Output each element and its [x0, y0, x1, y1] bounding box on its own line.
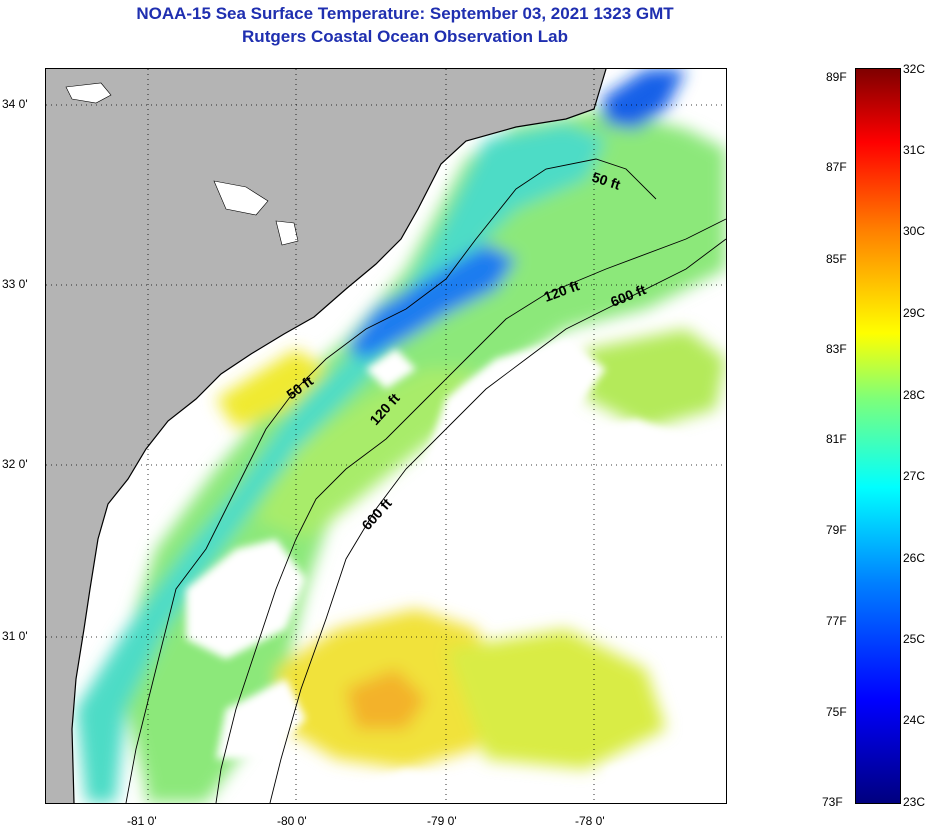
colorbar-f-label: 85F: [826, 252, 847, 266]
coastline: [71, 69, 607, 803]
land-islands: [65, 82, 299, 246]
colorbar-f-label: 79F: [826, 523, 847, 537]
warm-shelf-yellow: [216, 349, 326, 429]
contour-label-600ft: 600 ft: [358, 495, 395, 533]
map-subtitle: Rutgers Coastal Ocean Observation Lab: [242, 27, 568, 46]
graticule: [46, 69, 726, 803]
colorbar-f-label: 81F: [826, 432, 847, 446]
lon-label: -79 0': [427, 814, 457, 828]
colorbar-c-label: 23C: [903, 795, 926, 809]
colorbar-c-label: 24C: [903, 713, 926, 727]
east-warm-yellow: [446, 629, 666, 769]
contour-600ft: [269, 238, 726, 803]
temperature-colorbar: [855, 68, 901, 804]
sst-map[interactable]: 50 ft 120 ft 600 ft 50 ft 120 ft 600 ft: [45, 68, 727, 804]
colorbar-c-label: 28C: [903, 388, 926, 402]
sst-map-canvas: 50 ft 120 ft 600 ft 50 ft 120 ft 600 ft: [46, 69, 726, 803]
lat-label: 34 0': [2, 97, 28, 111]
colorbar-f-label: 77F: [826, 614, 847, 628]
cool-cape-fear: [601, 69, 686, 129]
warm-orange-patch: [346, 669, 426, 729]
colorbar-c-label: 26C: [903, 551, 926, 565]
lat-label: 31 0': [2, 629, 28, 643]
colorbar-c-label: 31C: [903, 143, 926, 157]
map-title: NOAA-15 Sea Surface Temperature: Septemb…: [136, 4, 674, 23]
coastal-teal-band: [76, 124, 606, 803]
colorbar-c-label: 29C: [903, 306, 926, 320]
land-mass: [46, 69, 606, 803]
colorbar-f-label: 87F: [826, 160, 847, 174]
lon-label: -81 0': [127, 814, 157, 828]
contour-120ft: [215, 218, 726, 803]
colorbar-f-label: 83F: [826, 342, 847, 356]
colorbar-f-label: 73F: [822, 795, 843, 809]
lon-label: -80 0': [277, 814, 307, 828]
cool-upwelling-core: [346, 244, 516, 359]
lon-label: -78 0': [575, 814, 605, 828]
colorbar-c-label: 30C: [903, 224, 926, 238]
colorbar-f-label: 89F: [826, 70, 847, 84]
northeast-green: [586, 329, 726, 429]
colorbar-f-label: 75F: [826, 705, 847, 719]
cloud-mask: [186, 339, 726, 803]
colorbar-c-label: 25C: [903, 632, 926, 646]
colorbar-c-label: 27C: [903, 469, 926, 483]
lat-label: 32 0': [2, 457, 28, 471]
colorbar-c-label: 32C: [903, 62, 926, 76]
lat-label: 33 0': [2, 277, 28, 291]
